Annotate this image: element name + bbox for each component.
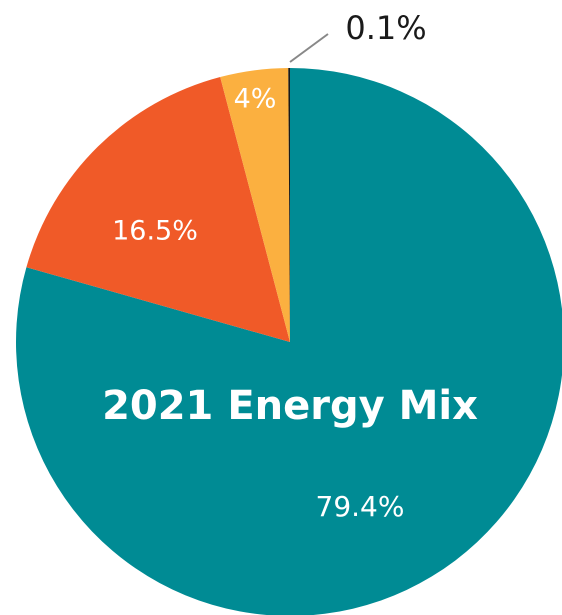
slice-label: 79.4% xyxy=(316,490,405,523)
slice xyxy=(220,68,290,343)
slice-label: 4% xyxy=(234,84,277,115)
pie xyxy=(16,68,562,615)
slice xyxy=(288,68,290,342)
slice-label: 16.5% xyxy=(112,216,198,247)
slice-label: 0.1% xyxy=(345,9,426,47)
leader-line xyxy=(289,33,329,63)
slice xyxy=(16,68,562,615)
slice xyxy=(26,77,290,342)
chart-title: 2021 Energy Mix xyxy=(102,383,478,429)
